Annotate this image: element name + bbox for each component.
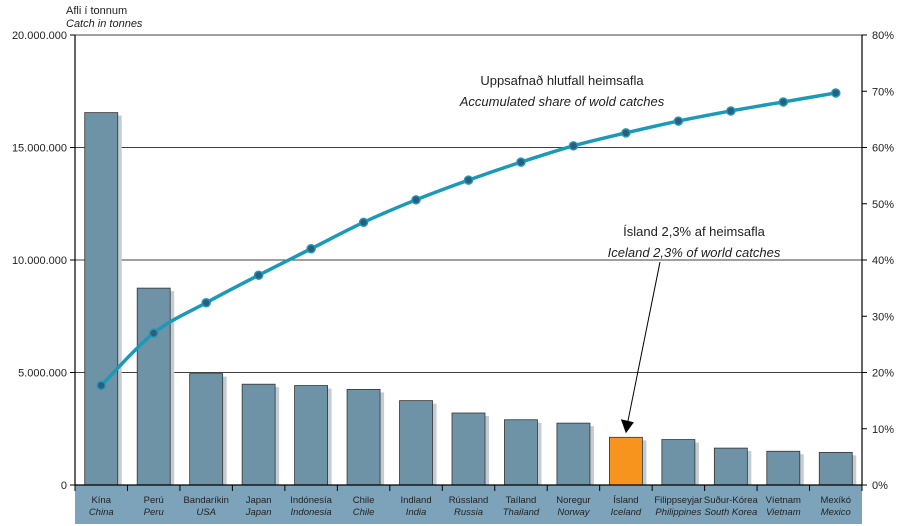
line-point [148, 328, 159, 338]
bar-highlight [609, 436, 643, 486]
y2-tick-label: 40% [872, 255, 894, 267]
cumulative-line-path [99, 91, 838, 388]
category-label-en: Indonesia [290, 507, 331, 518]
category-label-en: Chile [353, 507, 375, 518]
category-label: Mexíkó [820, 495, 851, 506]
y-tick-label: 5.000.000 [18, 368, 67, 380]
category-label: Indland [400, 495, 431, 506]
category-label-en: Thailand [503, 507, 540, 518]
line-point [201, 298, 211, 308]
label-band-bg [75, 485, 862, 524]
line-point [831, 88, 841, 98]
bar [346, 388, 381, 486]
category-label-en: USA [196, 507, 216, 518]
category-label-en: China [89, 507, 114, 518]
category-label: Filippseyjar [654, 495, 702, 506]
category-label-en: Japan [245, 507, 272, 518]
y2-tick-label: 30% [872, 311, 894, 323]
category-label-band [75, 485, 862, 524]
y2-tick-label: 50% [872, 199, 894, 211]
y2-tick-label: 80% [872, 30, 894, 42]
line-point [96, 380, 106, 391]
cumulative-line [96, 88, 841, 434]
line-point [673, 116, 684, 126]
category-label: Rússland [449, 495, 489, 506]
line-point [568, 141, 579, 151]
y2-tick-label: 20% [872, 368, 894, 380]
y-tick-label: 15.000.000 [12, 143, 67, 155]
bar [84, 112, 119, 486]
bar [504, 419, 538, 486]
category-label: Ísland [613, 495, 638, 506]
bar [189, 373, 224, 486]
category-label: Japan [246, 495, 272, 506]
category-label-en: Norway [557, 507, 590, 518]
y-axis-title-en: Catch in tonnes [66, 18, 143, 30]
annotation-arrow-head [620, 419, 634, 434]
category-label: Kína [91, 495, 111, 506]
bar [136, 287, 171, 486]
y2-tick-label: 0% [872, 480, 888, 492]
y-tick-label: 10.000.000 [12, 255, 67, 267]
axes [70, 34, 867, 491]
category-label-en: Peru [144, 507, 165, 518]
category-label-en: Russia [454, 507, 483, 518]
y-axis-title: Afli í tonnum [66, 5, 127, 17]
line-point [358, 217, 369, 228]
line-point [253, 270, 264, 280]
annotation-label: Ísland 2,3% af heimsafla [623, 224, 765, 239]
bar [451, 412, 486, 486]
y2-tick-label: 10% [872, 424, 894, 436]
line-point [621, 128, 631, 138]
category-label-en: India [406, 507, 427, 518]
category-label: Víetnam [766, 495, 801, 506]
y-tick-label: 20.000.000 [12, 30, 67, 42]
category-label: Taíland [506, 495, 537, 506]
category-label: Bandaríkin [183, 495, 228, 506]
category-label-en: South Korea [704, 507, 757, 518]
line-point [463, 175, 474, 185]
line-series-label-en: Accumulated share of wold catches [459, 94, 665, 109]
bars [84, 112, 857, 486]
category-label-en: Philippines [655, 507, 701, 518]
category-label-en: Iceland [611, 507, 642, 518]
line-point [778, 97, 789, 107]
bar [713, 447, 748, 486]
bar [294, 385, 329, 486]
category-label: Indónesía [290, 495, 332, 506]
bar [241, 383, 276, 486]
category-label-en: Mexico [821, 507, 851, 518]
category-label: Suður-Kórea [704, 495, 759, 506]
category-label: Noregur [556, 495, 590, 506]
category-label: Perú [144, 495, 164, 506]
bar [399, 400, 433, 486]
line-point [516, 157, 526, 167]
category-label-en: Vietnam [766, 507, 801, 518]
annotation-label-en: Iceland 2,3% of world catches [608, 245, 781, 260]
bar [766, 450, 801, 486]
annotation-arrow-line [627, 261, 661, 422]
y-tick-label: 0 [61, 480, 67, 492]
line-series-label: Uppsafnað hlutfall heimsafla [480, 73, 644, 88]
labels: 0 5.000.000 10.000.000 15.000.000 20.000.000… [12, 30, 894, 518]
bar [661, 439, 696, 486]
y2-tick-label: 60% [872, 143, 894, 155]
bar [556, 422, 591, 486]
line-point [726, 106, 736, 116]
line-point [411, 195, 421, 205]
line-point [306, 244, 316, 254]
category-label: Chile [353, 495, 375, 506]
y2-tick-label: 70% [872, 86, 894, 98]
bar [818, 451, 853, 486]
